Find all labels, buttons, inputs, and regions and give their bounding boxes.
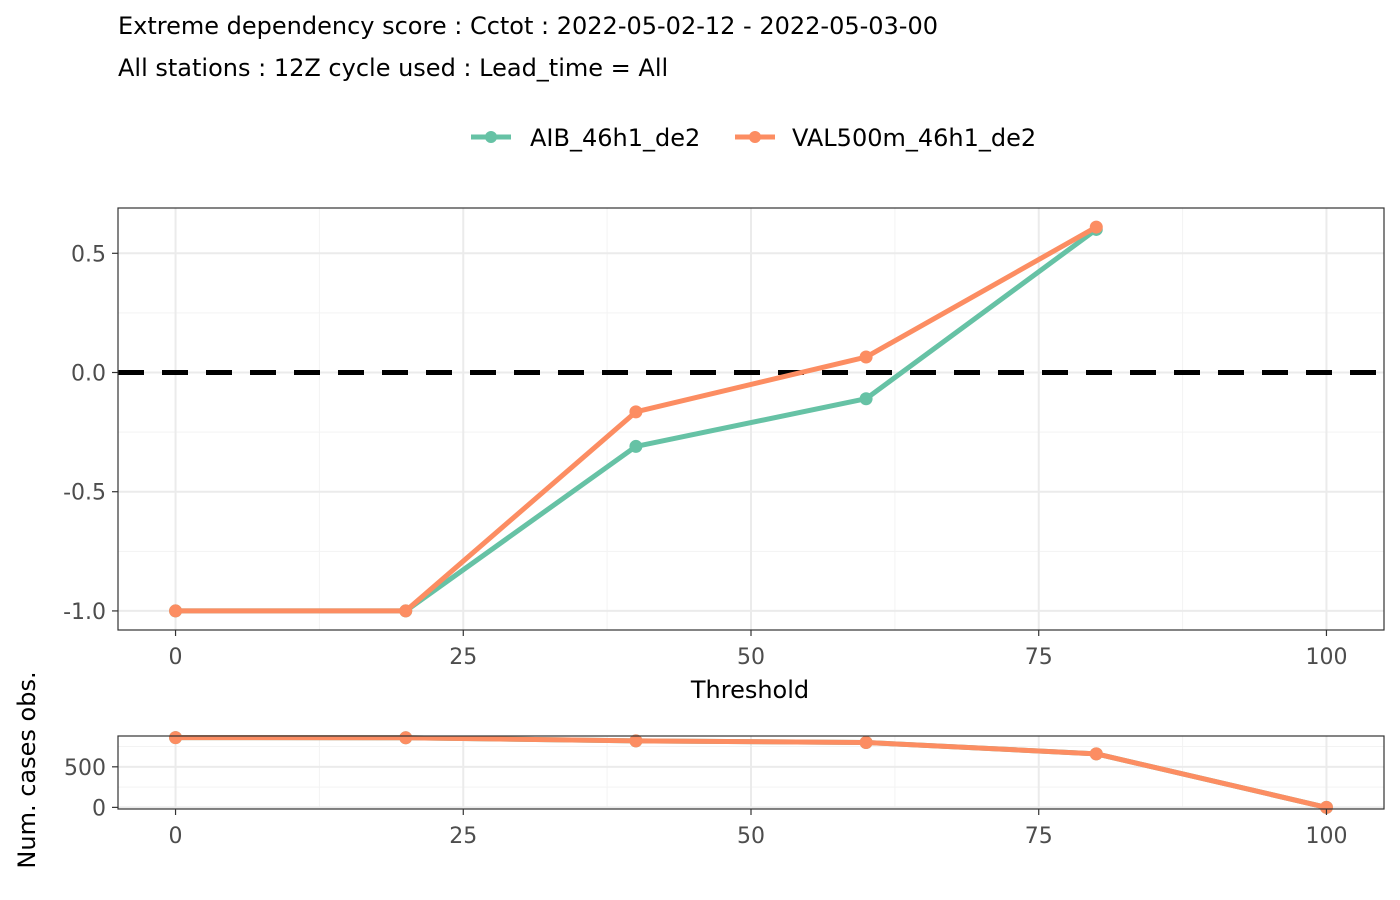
chart-subtitle: All stations : 12Z cycle used : Lead_tim… (118, 54, 668, 82)
legend: AIB_46h1_de2 VAL500m_46h1_de2 (471, 124, 1036, 152)
data-point-val500m-46h1-de2 (399, 731, 413, 745)
data-point-val500m-46h1-de2 (859, 735, 873, 749)
y-axis-title-cases: Num. cases obs. (13, 671, 41, 868)
y-tick-label: 0.5 (71, 242, 106, 267)
legend-item-val500m: VAL500m_46h1_de2 (735, 124, 1036, 152)
x-tick-label: 0 (169, 824, 183, 849)
data-point-val500m-46h1-de2 (629, 734, 643, 748)
legend-label-aib: AIB_46h1_de2 (530, 124, 700, 152)
data-point-val500m-46h1-de2 (169, 731, 183, 745)
series-line-val500m-46h1-de2 (173, 735, 1329, 810)
legend-label-val500m: VAL500m_46h1_de2 (792, 124, 1036, 152)
legend-key-point-val500m (749, 131, 761, 143)
data-point-val500m-46h1-de2 (859, 350, 873, 364)
data-point-val500m-46h1-de2 (169, 604, 183, 618)
y-tick-label: 0.0 (71, 362, 106, 387)
chart-title: Extreme dependency score : Cctot : 2022-… (118, 12, 938, 40)
legend-key-point-aib (485, 131, 497, 143)
data-point-val500m-46h1-de2 (399, 604, 413, 618)
eds-panel: 0 25 50 75 100 -1.0 -0.5 0.0 0.5 (63, 207, 1385, 670)
x-tick-label: 25 (449, 824, 477, 849)
y-tick-label: 500 (64, 756, 106, 781)
data-point-val500m-46h1-de2 (1089, 220, 1103, 234)
data-point-aib-46h1-de2 (859, 392, 873, 406)
x-tick-label: 75 (1025, 645, 1053, 670)
x-tick-label: 75 (1025, 824, 1053, 849)
x-tick-label: 100 (1305, 645, 1347, 670)
legend-item-aib: AIB_46h1_de2 (471, 124, 700, 152)
x-tick-label: 50 (737, 824, 765, 849)
data-point-val500m-46h1-de2 (629, 405, 643, 419)
x-tick-label: 100 (1305, 824, 1347, 849)
x-tick-label: 0 (169, 645, 183, 670)
cases-panel: 0 25 50 75 100 0 500 (64, 731, 1385, 849)
data-point-val500m-46h1-de2 (1319, 800, 1333, 814)
x-tick-label: 50 (737, 645, 765, 670)
x-axis-title: Threshold (690, 676, 809, 704)
y-tick-label: -1.0 (63, 600, 106, 625)
y-tick-label: -0.5 (63, 481, 106, 506)
series-line-val500m-46h1-de2 (173, 224, 1099, 614)
x-tick-label: 25 (449, 645, 477, 670)
data-point-val500m-46h1-de2 (1089, 747, 1103, 761)
data-point-aib-46h1-de2 (629, 439, 643, 453)
y-tick-label: 0 (92, 796, 106, 821)
series-line-aib-46h1-de2 (173, 226, 1099, 614)
